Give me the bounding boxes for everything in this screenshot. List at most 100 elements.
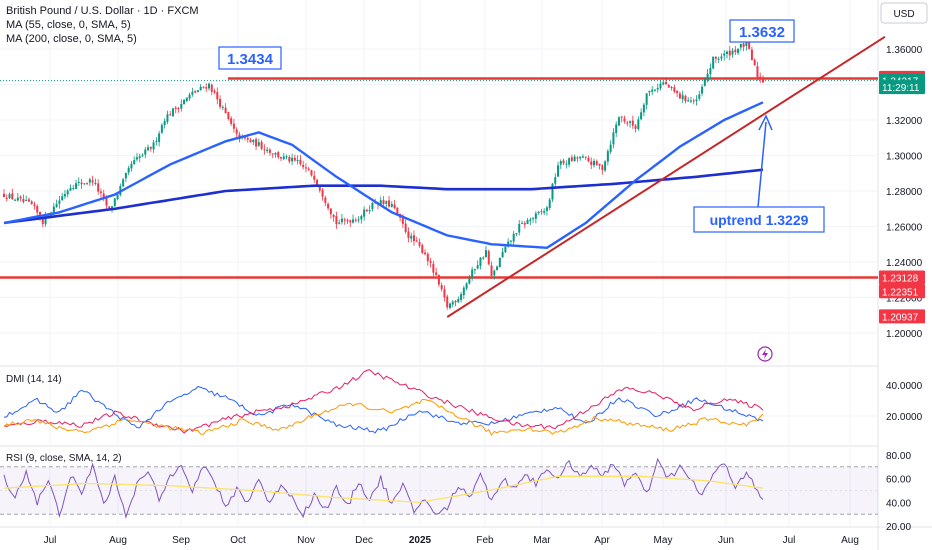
time-tick-label: Dec	[355, 535, 373, 546]
currency-box[interactable]	[880, 2, 928, 24]
candle-body	[191, 91, 194, 95]
candle-body	[27, 199, 30, 202]
candle-body	[612, 132, 615, 145]
candle-body	[551, 183, 554, 200]
candle-body	[460, 294, 463, 301]
rsi-tick-label: 80.00	[886, 451, 911, 462]
time-tick-label: Sep	[172, 535, 190, 546]
high-annotation-label: 1.3632	[739, 24, 785, 41]
candle-body	[684, 96, 687, 102]
candle-body	[532, 218, 535, 220]
candle-body	[174, 107, 177, 110]
candle-body	[568, 158, 571, 165]
candle-body	[717, 58, 720, 60]
time-tick-label: Jul	[44, 535, 57, 546]
candle-body	[144, 149, 147, 155]
candle-body	[332, 214, 335, 217]
candle-body	[471, 269, 474, 279]
candle-body	[224, 107, 227, 114]
candle-body	[565, 163, 568, 165]
lightning-icon[interactable]	[757, 346, 773, 362]
price-tick-label: 1.20000	[886, 329, 923, 340]
candle-body	[141, 154, 144, 156]
candle-body	[207, 83, 210, 89]
candle-body	[30, 201, 33, 204]
candle-body	[725, 51, 728, 55]
symbol-title[interactable]: British Pound / U.S. Dollar · 1D · FXCM	[6, 5, 199, 17]
candle-body	[180, 103, 183, 109]
candle-body	[8, 194, 11, 199]
candle-body	[642, 104, 645, 113]
candle-body	[579, 156, 582, 159]
adx-line	[3, 398, 764, 436]
candle-body	[645, 93, 648, 105]
resistance-annotation[interactable]: 1.3434	[218, 46, 282, 70]
candle-body	[210, 84, 213, 92]
price-label: 11:29:11	[882, 83, 920, 94]
candle-body	[745, 40, 748, 46]
candle-body	[22, 198, 25, 202]
uptrend-arrow-head	[758, 114, 773, 131]
candle-body	[662, 82, 665, 85]
candle-body	[135, 157, 138, 160]
candle-body	[739, 43, 742, 48]
ma55-legend[interactable]: MA (55, close, 0, SMA, 5)	[6, 19, 131, 31]
candle-body	[476, 265, 479, 269]
currency-label[interactable]: USD	[893, 9, 914, 20]
candle-body	[473, 269, 476, 271]
candle-body	[255, 139, 258, 147]
candle-body	[390, 204, 393, 207]
candle-body	[734, 49, 737, 53]
candle-body	[363, 209, 366, 217]
candle-body	[3, 193, 5, 198]
candle-body	[598, 163, 601, 166]
candle-body	[169, 114, 172, 116]
main-pane[interactable]	[0, 35, 886, 318]
candle-body	[61, 196, 64, 201]
price-tick-label: 1.22000	[886, 294, 923, 305]
candle-body	[512, 233, 515, 242]
candle-body	[462, 287, 465, 296]
candle-body	[648, 90, 651, 93]
candle-body	[219, 98, 222, 107]
candle-body	[537, 211, 540, 214]
candle-body	[448, 303, 451, 308]
candle-body	[246, 138, 249, 140]
rsi-pane[interactable]	[0, 457, 878, 519]
candle-body	[509, 240, 512, 242]
candle-body	[701, 86, 704, 94]
time-tick-label: Jun	[718, 535, 734, 546]
candle-body	[653, 89, 656, 91]
price-tick-label: 1.24000	[886, 258, 923, 269]
candle-body	[354, 219, 357, 221]
candle-body	[257, 142, 260, 146]
candle-body	[465, 283, 468, 289]
candle-body	[388, 200, 391, 207]
uptrend-annotation[interactable]: uptrend 1.3229	[693, 206, 825, 233]
ma200-legend[interactable]: MA (200, close, 0, SMA, 5)	[6, 33, 137, 45]
candle-body	[296, 160, 299, 162]
candle-body	[338, 222, 341, 224]
candle-body	[637, 119, 640, 129]
candle-body	[365, 209, 368, 212]
grid-layer	[0, 0, 878, 527]
candle-body	[681, 95, 684, 100]
candle-body	[288, 156, 291, 162]
time-tick-label: May	[654, 535, 673, 546]
candle-body	[260, 141, 263, 149]
high-annotation[interactable]: 1.3632	[729, 19, 795, 43]
rsi-legend[interactable]: RSI (9, close, SMA, 14, 2)	[6, 453, 122, 464]
candle-body	[97, 183, 100, 192]
candle-body	[155, 140, 158, 142]
dmi-pane[interactable]	[0, 369, 878, 436]
candle-body	[407, 231, 410, 238]
candle-body	[631, 120, 634, 126]
candle-body	[69, 187, 72, 191]
candle-body	[138, 156, 141, 158]
dmi-legend[interactable]: DMI (14, 14)	[6, 374, 62, 385]
candle-body	[124, 172, 127, 179]
candle-body	[515, 233, 518, 235]
candle-body	[651, 89, 654, 92]
